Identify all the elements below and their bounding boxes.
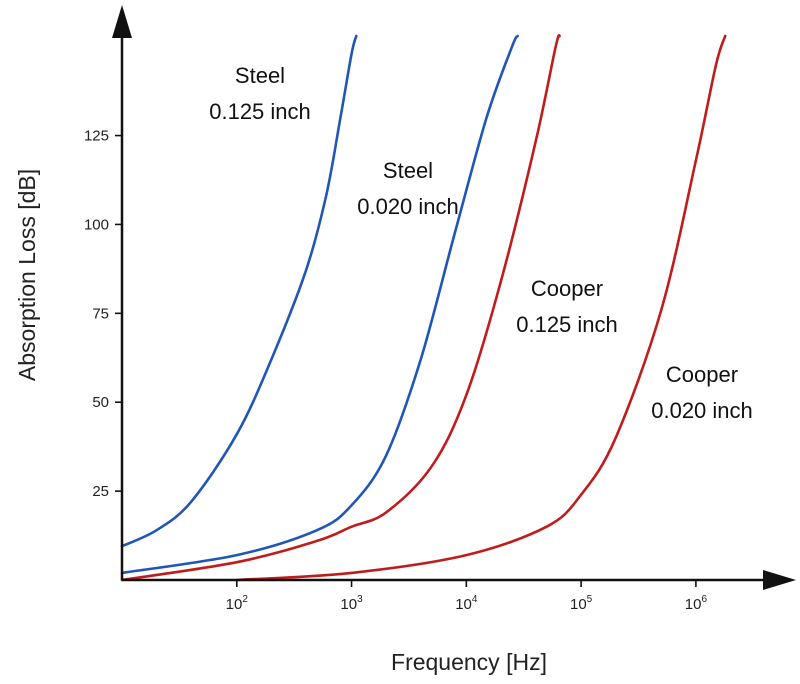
series-label-line2: 0.020 inch — [651, 398, 753, 423]
series-label-line1: Cooper — [531, 276, 603, 301]
x-axis-arrow-icon — [763, 570, 796, 590]
x-tick-label: 105 — [570, 594, 593, 613]
curves-layer — [120, 34, 727, 582]
series-label-line1: Steel — [235, 63, 285, 88]
y-tick-label: 75 — [92, 305, 109, 322]
series-label-line2: 0.125 inch — [209, 99, 311, 124]
axes-layer — [112, 5, 796, 590]
y-axis-title: Absorption Loss [dB] — [14, 169, 40, 381]
y-tick-label: 125 — [84, 128, 109, 145]
y-tick-label: 25 — [92, 483, 109, 500]
labels-layer: Steel 0.125 inch Steel 0.020 inch Cooper 0.12… — [209, 63, 753, 423]
x-tick-label: 102 — [226, 594, 249, 613]
series-label-line1: Cooper — [666, 362, 738, 387]
x-tick-label: 106 — [685, 594, 708, 613]
series-label-line2: 0.125 inch — [516, 312, 618, 337]
series-label-steel-0-125-inch: Steel 0.125 inch — [209, 63, 311, 124]
x-axis-title: Frequency [Hz] — [391, 649, 547, 675]
series-label-steel-0-020-inch: Steel 0.020 inch — [357, 158, 459, 219]
series-line-steel-0-125-inch — [120, 34, 358, 548]
y-axis-arrow-icon — [112, 5, 132, 38]
series-line-cooper-0-125-inch — [120, 34, 561, 582]
series-line-cooper-0-020-inch — [235, 34, 727, 582]
series-line-steel-0-020-inch — [120, 34, 519, 575]
series-label-cooper-0-020-inch: Cooper 0.020 inch — [651, 362, 753, 423]
x-tick-label: 103 — [340, 594, 363, 613]
ticks-layer: 25 50 75 100 125 102 103 104 105 106 — [84, 128, 707, 613]
y-tick-label: 50 — [92, 394, 109, 411]
y-tick-label: 100 — [84, 216, 109, 233]
series-label-line2: 0.020 inch — [357, 194, 459, 219]
series-label-cooper-0-125-inch: Cooper 0.125 inch — [516, 276, 618, 337]
series-label-line1: Steel — [383, 158, 433, 183]
x-tick-label: 104 — [455, 594, 478, 613]
